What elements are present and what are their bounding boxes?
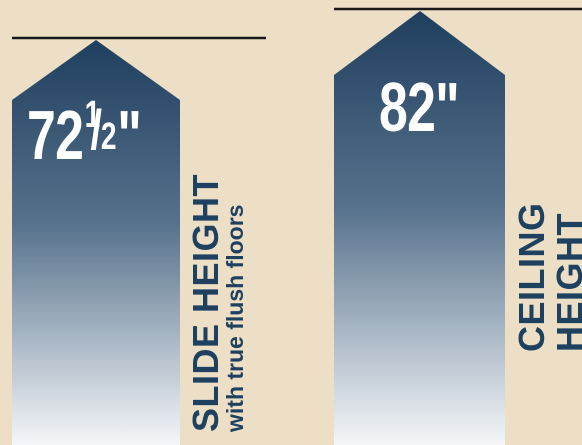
ceiling-height-bar xyxy=(334,11,505,445)
slide-height-fraction: 1/2 xyxy=(84,94,117,161)
ceiling-height-title-line1: CEILING xyxy=(511,202,552,352)
slide-height-whole: 72 xyxy=(27,96,84,174)
ceiling-height-label: CEILING HEIGHT xyxy=(511,202,582,352)
slide-height-subtitle: with true flush floors xyxy=(222,204,248,432)
ceiling-height-title-line2: HEIGHT xyxy=(549,212,582,352)
slide-height-bar xyxy=(12,40,180,445)
slide-height-title: SLIDE HEIGHT xyxy=(185,173,226,432)
fraction-numerator: 1 xyxy=(84,94,101,136)
slide-height-label: SLIDE HEIGHT with true flush floors xyxy=(185,173,248,432)
fraction-denominator: 2 xyxy=(100,116,117,158)
ceiling-height-value: 82" xyxy=(379,68,460,146)
slide-height-value: 72 1/2 " xyxy=(27,94,142,170)
slide-height-inch-mark: " xyxy=(117,96,142,174)
